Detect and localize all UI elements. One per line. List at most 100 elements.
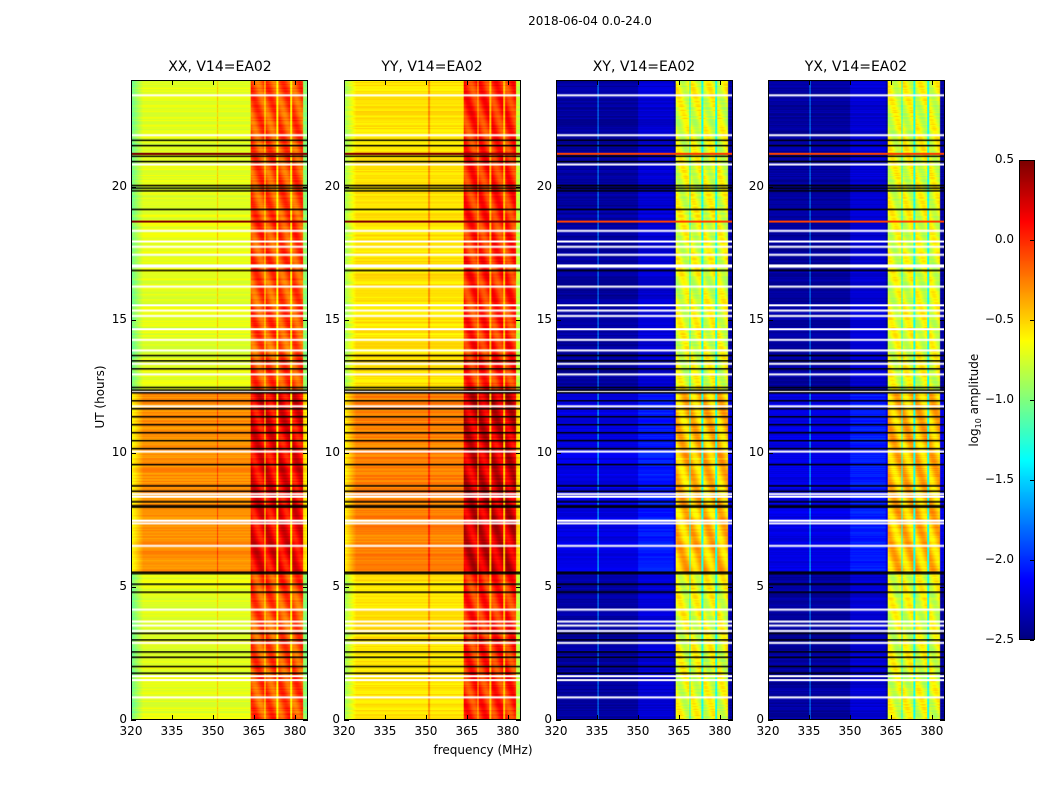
x-tick-mark	[719, 80, 721, 85]
y-tick-mark	[344, 320, 349, 321]
y-tick-mark	[940, 453, 945, 455]
y-tick-mark	[728, 586, 733, 588]
colorbar	[1019, 160, 1035, 640]
x-tick-label: 350	[201, 724, 225, 738]
colorbar-tick-label: −1.0	[984, 392, 1014, 406]
x-tick-mark	[212, 80, 214, 85]
x-tick-mark	[808, 80, 810, 85]
y-tick-label: 10	[536, 445, 552, 460]
y-tick-mark	[303, 720, 308, 721]
y-tick-mark	[131, 453, 136, 455]
y-tick-label: 5	[119, 578, 127, 593]
figure-suptitle: 2018-06-04 0.0-24.0	[528, 14, 652, 28]
colorbar-gradient	[1020, 161, 1034, 639]
x-axis-label: frequency (MHz)	[433, 743, 533, 757]
panel-title-xx: XX, V14=EA02	[168, 59, 272, 75]
y-tick-mark	[768, 320, 773, 321]
colorbar-label: log10 amplitude	[966, 353, 984, 447]
x-tick-mark	[719, 715, 721, 720]
y-tick-mark	[728, 186, 733, 188]
y-tick-mark	[556, 453, 561, 455]
heatmap-yy	[345, 81, 520, 719]
y-tick-mark	[940, 586, 945, 588]
y-tick-label: 15	[324, 312, 340, 326]
x-tick-mark	[768, 80, 769, 85]
x-tick-mark	[678, 715, 680, 720]
y-tick-label: 0	[756, 712, 764, 726]
y-tick-label: 10	[748, 445, 764, 460]
y-tick-mark	[303, 320, 308, 321]
x-tick-mark	[596, 715, 598, 720]
heatmap-panel-xy	[556, 80, 733, 720]
x-tick-mark	[890, 715, 892, 720]
x-tick-mark	[931, 80, 933, 85]
y-tick-mark	[940, 320, 945, 321]
y-tick-mark	[940, 720, 945, 721]
y-tick-label: 10	[324, 445, 340, 460]
y-tick-mark	[556, 586, 561, 588]
x-tick-label: 350	[414, 724, 438, 738]
colorbar-tick-label: 0.5	[994, 152, 1014, 166]
y-tick-mark	[768, 720, 773, 721]
colorbar-tick-label: −0.5	[984, 312, 1014, 326]
x-tick-mark	[507, 80, 509, 85]
y-tick-mark	[131, 320, 136, 321]
y-tick-label: 20	[536, 178, 552, 193]
y-tick-mark	[556, 720, 561, 721]
y-tick-mark	[131, 186, 136, 188]
x-tick-mark	[131, 715, 132, 720]
y-tick-mark	[556, 186, 561, 188]
y-tick-label: 5	[544, 578, 552, 593]
y-tick-label: 0	[119, 712, 127, 726]
y-tick-mark	[728, 320, 733, 321]
panel-title-yx: YX, V14=EA02	[804, 59, 908, 75]
y-tick-mark	[131, 586, 136, 588]
x-tick-mark	[384, 80, 386, 85]
x-tick-mark	[425, 80, 427, 85]
x-tick-label: 320	[756, 724, 780, 738]
x-tick-mark	[466, 715, 468, 720]
heatmap-panel-yy	[344, 80, 521, 720]
x-tick-mark	[556, 715, 557, 720]
colorbar-tick-mark	[1030, 240, 1034, 241]
colorbar-tick-mark	[1030, 480, 1034, 481]
heatmap-panel-xx	[131, 80, 308, 720]
x-tick-label: 350	[626, 724, 650, 738]
colorbar-tick-label: −1.5	[984, 472, 1014, 486]
y-tick-mark	[768, 453, 773, 455]
x-tick-mark	[890, 80, 892, 85]
y-tick-mark	[344, 720, 349, 721]
panel-title-xy: XY, V14=EA02	[592, 59, 696, 75]
x-tick-mark	[507, 715, 509, 720]
x-tick-mark	[212, 715, 214, 720]
colorbar-tick-label: −2.0	[984, 552, 1014, 566]
y-tick-mark	[344, 453, 349, 455]
x-tick-label: 380	[283, 724, 307, 738]
x-tick-mark	[171, 80, 173, 85]
y-tick-label: 15	[111, 312, 127, 326]
y-axis-label: UT (hours)	[93, 365, 107, 429]
x-tick-label: 335	[160, 724, 184, 738]
x-tick-mark	[466, 80, 468, 85]
x-tick-mark	[849, 80, 851, 85]
x-tick-mark	[637, 80, 639, 85]
x-tick-mark	[768, 715, 769, 720]
colorbar-tick-mark	[1030, 560, 1034, 561]
x-tick-mark	[849, 715, 851, 720]
heatmap-yx	[769, 81, 944, 719]
y-tick-mark	[556, 320, 561, 321]
x-tick-mark	[556, 80, 557, 85]
colorbar-tick-mark	[1030, 640, 1034, 641]
y-tick-mark	[344, 186, 349, 188]
y-tick-mark	[303, 453, 308, 455]
y-tick-mark	[516, 320, 521, 321]
x-tick-mark	[294, 715, 296, 720]
x-tick-mark	[637, 715, 639, 720]
x-tick-label: 335	[585, 724, 609, 738]
y-tick-label: 5	[756, 578, 764, 593]
y-tick-mark	[516, 453, 521, 455]
x-tick-mark	[294, 80, 296, 85]
x-tick-label: 320	[332, 724, 356, 738]
x-tick-label: 335	[373, 724, 397, 738]
y-tick-label: 0	[544, 712, 552, 726]
